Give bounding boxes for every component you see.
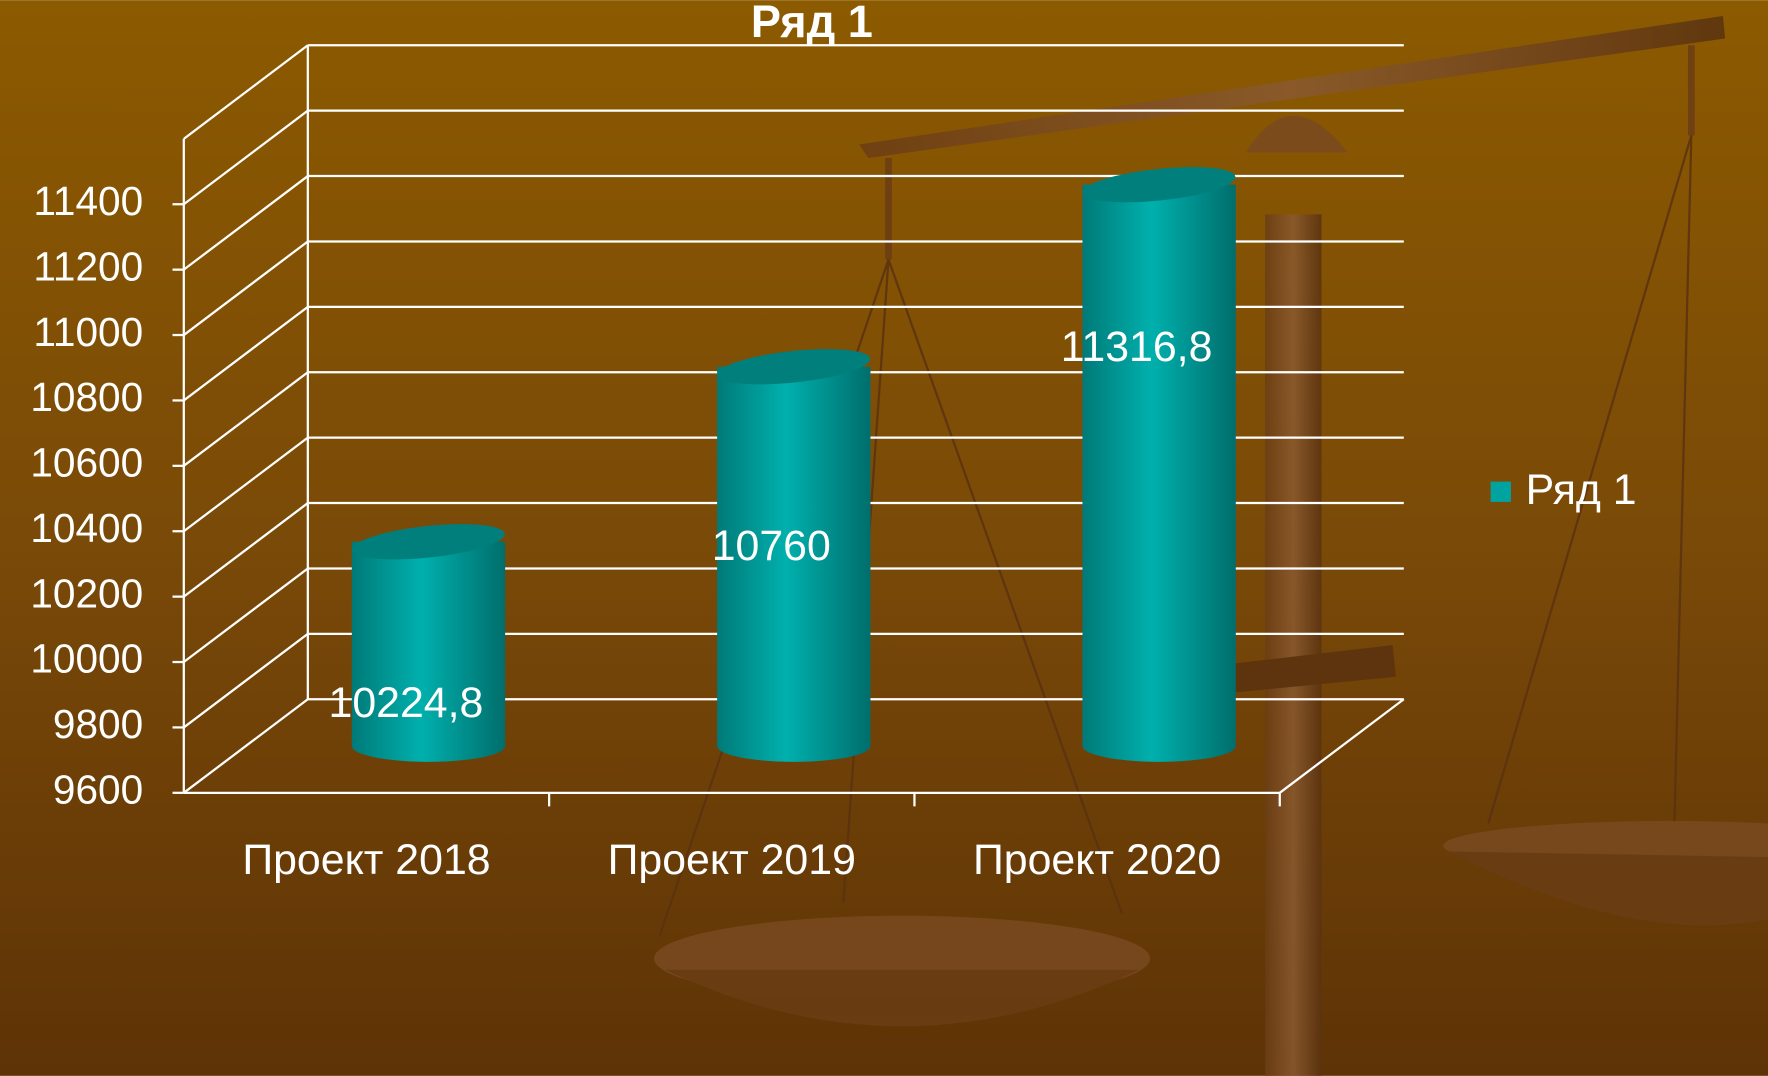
- floor-edge: [1279, 698, 1405, 794]
- bar-top: [352, 524, 505, 560]
- chart-title: Ряд 1: [751, 0, 873, 47]
- y-tick-label: 11400: [33, 178, 143, 224]
- grid-line: [183, 109, 1404, 206]
- y-tick-label: 9800: [53, 701, 143, 747]
- bar-body: [1082, 184, 1236, 762]
- grid-line: [183, 240, 1404, 336]
- y-tick-label: 10800: [30, 374, 143, 420]
- y-tick-label: 10200: [30, 570, 143, 616]
- legend-label: Ряд 1: [1526, 466, 1637, 514]
- y-tick-label: 11200: [33, 243, 143, 289]
- bar: [351, 524, 506, 762]
- x-tick-label: Проект 2020: [973, 836, 1221, 884]
- data-label: 11316,8: [1061, 323, 1213, 371]
- bar-top: [717, 349, 871, 385]
- x-tick-label: Проект 2019: [608, 836, 856, 884]
- grid-line: [183, 174, 1404, 271]
- y-tick-label: 11000: [33, 309, 143, 355]
- bar: [1082, 167, 1236, 762]
- y-tick-label: 10400: [30, 505, 143, 551]
- y-tick-label: 10600: [30, 440, 143, 486]
- plot-area: 9600 9800 10000 10200 10400 10600 10800 11000 11…: [30, 44, 1637, 884]
- grid-line: [183, 698, 1404, 794]
- x-tick-label: Проект 2018: [242, 836, 490, 884]
- data-label: 10224,8: [329, 679, 484, 727]
- wall-top: [183, 44, 309, 140]
- grid-line: [183, 632, 1404, 729]
- grid-line: [183, 305, 1404, 402]
- legend-swatch: [1490, 481, 1511, 502]
- y-tick-label: 9600: [53, 767, 143, 813]
- data-label: 10760: [712, 522, 831, 570]
- bar-top: [1082, 167, 1236, 203]
- grid-line: [183, 436, 1404, 533]
- grid-line: [183, 371, 1404, 467]
- grid-line: [183, 501, 1404, 598]
- bar: [717, 349, 871, 762]
- bar-body: [717, 366, 871, 762]
- y-tick-label: 10000: [30, 636, 143, 682]
- grid-line: [183, 567, 1404, 663]
- bar-body: [351, 541, 506, 762]
